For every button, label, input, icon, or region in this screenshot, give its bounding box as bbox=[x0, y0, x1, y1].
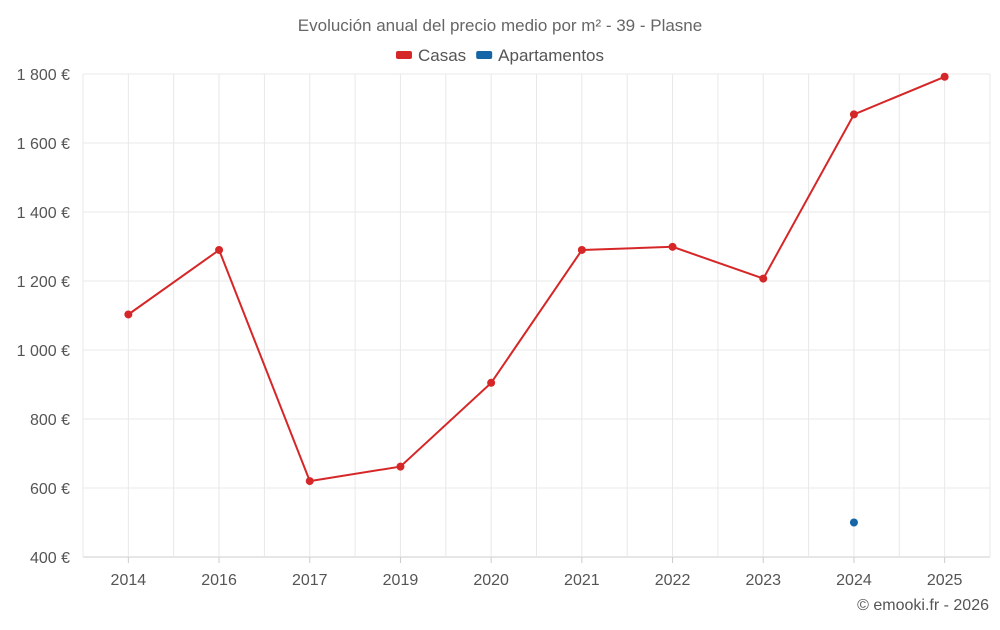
data-point[interactable] bbox=[668, 242, 677, 251]
x-tick-label: 2022 bbox=[655, 572, 691, 589]
y-tick-label: 1 800 € bbox=[17, 67, 70, 84]
y-tick-label: 1 000 € bbox=[17, 343, 70, 360]
y-tick-label: 1 200 € bbox=[17, 274, 70, 291]
credit-text: © emooki.fr - 2026 bbox=[857, 597, 989, 614]
x-tick-label: 2017 bbox=[292, 572, 328, 589]
data-point[interactable] bbox=[487, 378, 496, 387]
legend-item[interactable]: Apartamentos bbox=[498, 46, 604, 65]
axes: 400 € 600 € 800 € 1 000 € 1 200 € 1 400 € 1 60… bbox=[17, 67, 963, 589]
legend: Casas Apartamentos bbox=[395, 46, 604, 65]
y-tick-label: 600 € bbox=[30, 481, 70, 498]
y-tick-label: 800 € bbox=[30, 412, 70, 429]
data-point[interactable] bbox=[124, 310, 133, 319]
y-tick-label: 400 € bbox=[30, 550, 70, 567]
legend-item[interactable]: Casas bbox=[418, 46, 466, 65]
data-point[interactable] bbox=[215, 245, 224, 254]
x-tick-label: 2023 bbox=[745, 572, 781, 589]
legend-swatch bbox=[395, 51, 412, 59]
x-tick-label: 2016 bbox=[201, 572, 237, 589]
data-point[interactable] bbox=[849, 518, 858, 527]
data-point[interactable] bbox=[396, 462, 405, 471]
data-point[interactable] bbox=[577, 245, 586, 254]
data-point[interactable] bbox=[759, 274, 768, 283]
x-tick-label: 2024 bbox=[836, 572, 872, 589]
x-tick-label: 2025 bbox=[927, 572, 963, 589]
data-point[interactable] bbox=[849, 110, 858, 119]
y-tick-label: 1 600 € bbox=[17, 136, 70, 153]
chart-title: Evolución anual del precio medio por m² … bbox=[298, 16, 702, 35]
x-tick-label: 2021 bbox=[564, 572, 600, 589]
legend-swatch bbox=[476, 51, 493, 59]
x-tick-label: 2020 bbox=[473, 572, 509, 589]
data-point[interactable] bbox=[940, 72, 949, 81]
series-layer bbox=[124, 72, 949, 527]
x-tick-label: 2014 bbox=[111, 572, 147, 589]
x-tick-label: 2019 bbox=[383, 572, 419, 589]
series-line bbox=[127, 75, 945, 483]
y-tick-label: 1 400 € bbox=[17, 205, 70, 222]
data-point[interactable] bbox=[305, 477, 314, 486]
